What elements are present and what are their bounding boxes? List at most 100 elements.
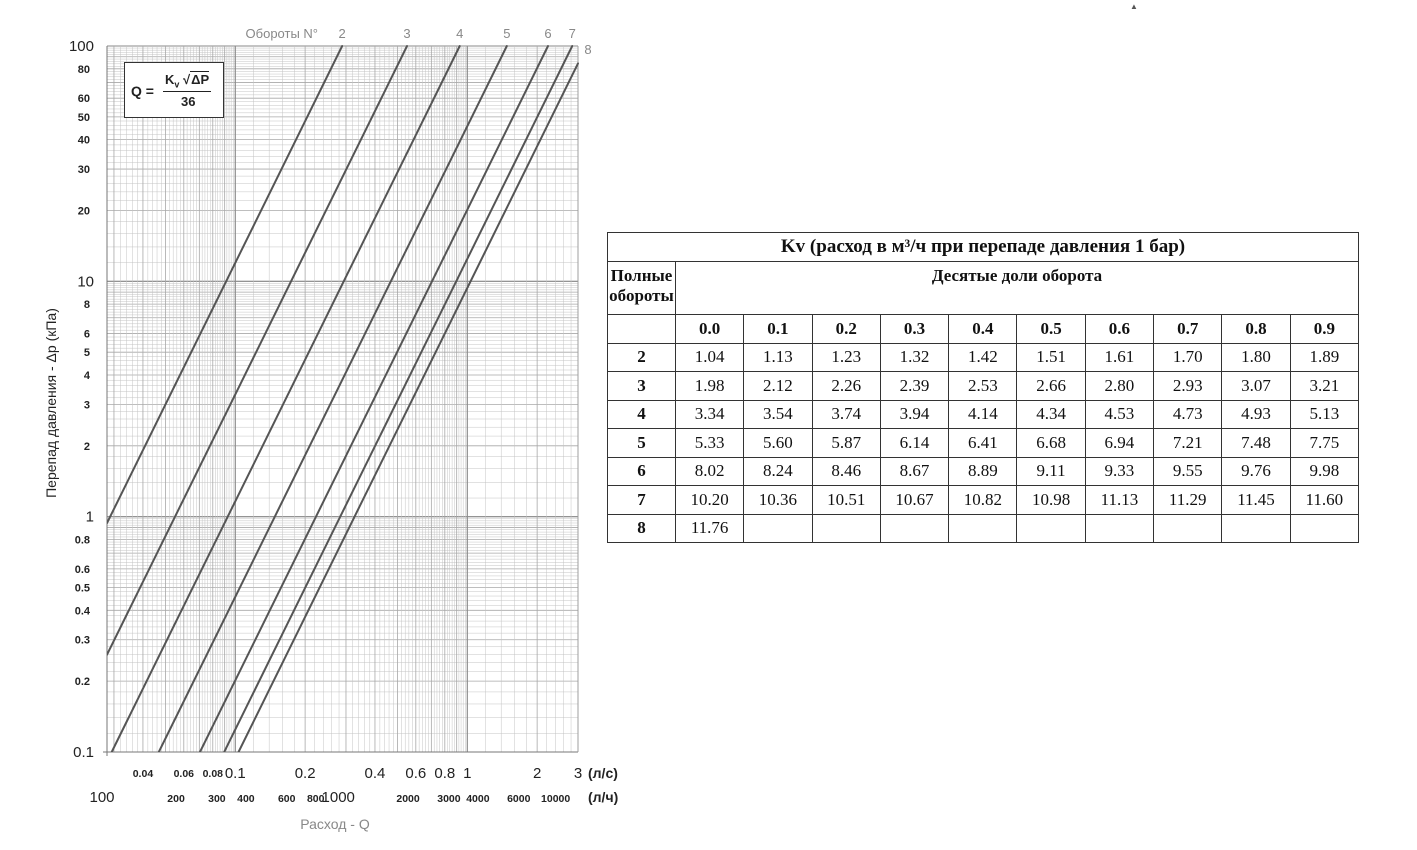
column-header-0.1: 0.1	[743, 314, 813, 344]
series-label-2: 2	[339, 26, 346, 41]
y-tick-label: 80	[78, 64, 90, 76]
y-tick-label: 0.5	[75, 583, 90, 595]
table-cell	[811, 513, 881, 543]
series-line-4	[110, 45, 461, 752]
table-cell: 3.34	[674, 399, 745, 429]
x-tick-label-ls: 0.1	[225, 765, 246, 782]
row-turn-label: 3	[607, 371, 676, 401]
table-cell: 1.51	[1016, 342, 1086, 372]
x-unit-ls: (л/с)	[588, 765, 618, 781]
table-cell: 1.13	[743, 342, 813, 372]
kv-table-title: Kv (расход в м³/ч при перепаде давления …	[607, 232, 1359, 262]
table-row: 3 1.98 2.12 2.26 2.39 2.53 2.66 2.80 2.93 3.07 3.2…	[607, 371, 1360, 401]
table-cell: 1.89	[1289, 342, 1360, 372]
table-cell	[948, 513, 1018, 543]
table-cell: 9.98	[1289, 456, 1360, 486]
y-tick-label: 0.4	[75, 605, 91, 617]
series-label-8: 8	[584, 42, 591, 57]
table-cell: 2.93	[1153, 371, 1223, 401]
table-cell: 3.54	[743, 399, 813, 429]
table-cell: 8.89	[948, 456, 1018, 486]
table-cell: 11.45	[1221, 485, 1291, 515]
table-cell: 4.93	[1221, 399, 1291, 429]
table-cell: 4.14	[948, 399, 1018, 429]
table-cell: 8.02	[674, 456, 745, 486]
series-line-7	[223, 45, 574, 752]
column-header-0.0: 0.0	[674, 314, 745, 344]
table-cell: 3.07	[1221, 371, 1291, 401]
x-tick-label-ls: 2	[533, 765, 541, 782]
y-tick-label: 6	[84, 329, 90, 341]
table-cell: 5.13	[1289, 399, 1360, 429]
table-cell: 9.33	[1084, 456, 1155, 486]
row-turn-label: 8	[607, 513, 676, 543]
table-cell	[879, 513, 950, 543]
table-cell: 9.55	[1153, 456, 1223, 486]
y-tick-label: 0.8	[75, 534, 90, 546]
x-tick-label-lh: 800	[307, 793, 325, 805]
table-cell: 11.29	[1153, 485, 1223, 515]
formula-box: Q = Kv √ΔP 36	[124, 62, 224, 118]
table-cell: 3.21	[1289, 371, 1360, 401]
kv-table-body: 2 1.04 1.13 1.23 1.32 1.42 1.51 1.61 1.70 1.80 1.8…	[607, 342, 1360, 543]
table-cell: 4.53	[1084, 399, 1155, 429]
x-tick-label-lh: 1000	[322, 789, 355, 806]
table-cell: 8.46	[811, 456, 881, 486]
x-tick-label-ls: 3	[574, 765, 582, 782]
series-label-4: 4	[456, 26, 463, 41]
x-tick-label-ls: 0.04	[133, 768, 154, 780]
x-tick-label-ls: 0.08	[203, 768, 224, 780]
table-cell	[743, 513, 813, 543]
y-tick-label: 3	[84, 399, 90, 411]
column-header-0.4: 0.4	[948, 314, 1018, 344]
row-turn-label: 5	[607, 428, 676, 458]
table-cell: 4.34	[1016, 399, 1086, 429]
formula-lhs: Q =	[131, 83, 154, 99]
table-cell: 1.98	[674, 371, 745, 401]
y-tick-label: 20	[78, 205, 90, 217]
y-tick-label: 4	[84, 370, 91, 382]
table-cell: 8.67	[879, 456, 950, 486]
table-cell: 10.36	[743, 485, 813, 515]
x-tick-label-lh: 10000	[541, 793, 570, 805]
series-label-5: 5	[503, 26, 510, 41]
table-row: 4 3.34 3.54 3.74 3.94 4.14 4.34 4.53 4.73 4.93 5.1…	[607, 399, 1360, 429]
table-cell: 11.76	[674, 513, 745, 543]
table-cell: 1.32	[879, 342, 950, 372]
column-header-0.5: 0.5	[1016, 314, 1086, 344]
y-tick-label: 0.2	[75, 676, 90, 688]
x-tick-label-ls: 0.8	[434, 765, 455, 782]
series-line-3	[107, 45, 409, 656]
table-cell: 9.76	[1221, 456, 1291, 486]
table-cell: 2.53	[948, 371, 1018, 401]
series-label-6: 6	[544, 26, 551, 41]
x-tick-label-ls: 0.2	[295, 765, 316, 782]
table-cell	[1016, 513, 1086, 543]
kv-table: Kv (расход в м³/ч при перепаде давления …	[607, 232, 1360, 543]
table-row: 7 10.20 10.36 10.51 10.67 10.82 10.98 11.13 11.2…	[607, 485, 1360, 515]
series-line-6	[198, 45, 550, 752]
x-tick-label-lh: 6000	[507, 793, 531, 805]
y-tick-label: 40	[78, 135, 90, 147]
column-header-0.2: 0.2	[811, 314, 881, 344]
x-tick-label-ls: 1	[463, 765, 471, 782]
table-cell: 2.39	[879, 371, 950, 401]
series-label-7: 7	[569, 26, 576, 41]
row-turn-label: 4	[607, 399, 676, 429]
table-cell: 1.23	[811, 342, 881, 372]
y-tick-label: 100	[69, 38, 94, 55]
table-cell: 6.14	[879, 428, 950, 458]
top-axis-label: Обороты N°	[246, 26, 318, 41]
table-cell: 9.11	[1016, 456, 1086, 486]
y-tick-label: 30	[78, 164, 90, 176]
full-turns-header: Полные обороты	[607, 261, 676, 315]
table-cell: 6.94	[1084, 428, 1155, 458]
y-tick-label: 1	[86, 509, 94, 526]
table-cell: 11.13	[1084, 485, 1155, 515]
column-header-0.6: 0.6	[1084, 314, 1155, 344]
table-cell: 10.51	[811, 485, 881, 515]
table-cell: 7.48	[1221, 428, 1291, 458]
x-unit-lh: (л/ч)	[588, 789, 618, 805]
table-cell	[1084, 513, 1155, 543]
